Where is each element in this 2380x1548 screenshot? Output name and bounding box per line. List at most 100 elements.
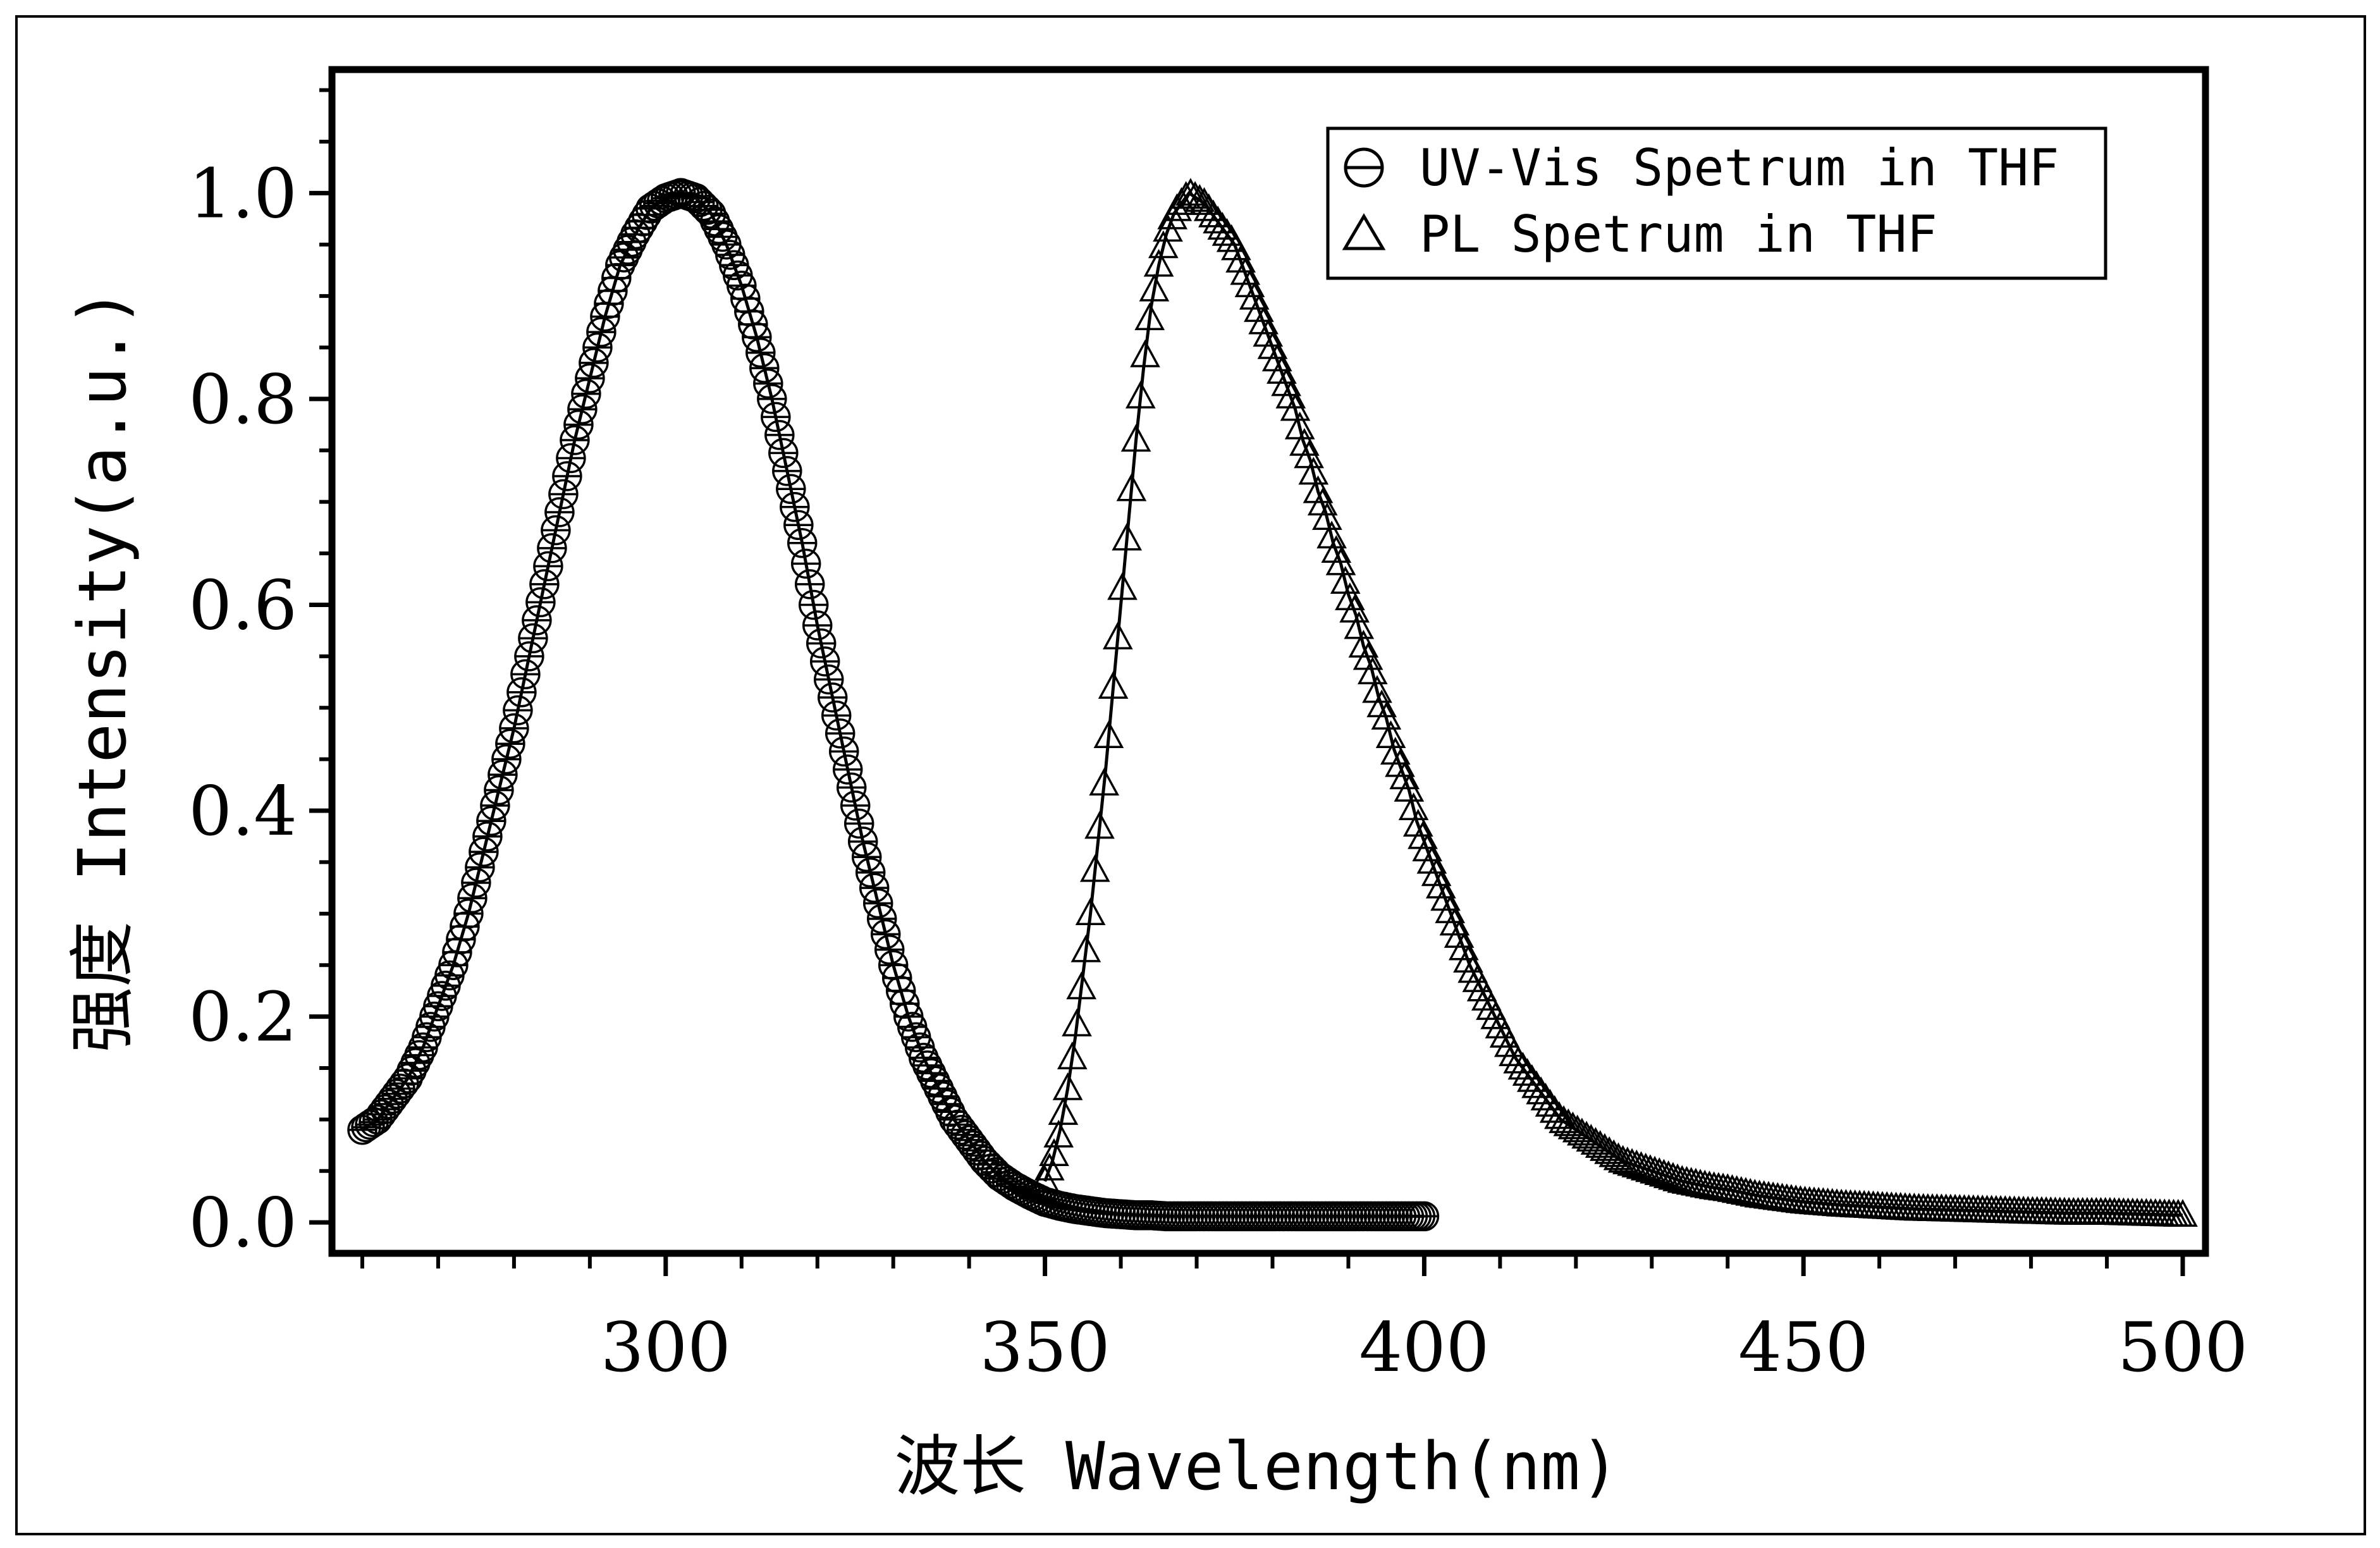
- pl-point: [1416, 845, 1447, 874]
- pl-point: [1079, 854, 1110, 882]
- series-pl: [1029, 178, 2198, 1227]
- plot-area-frame: [328, 66, 2209, 1257]
- pl-point: [1430, 883, 1461, 911]
- pl-point: [1402, 809, 1433, 837]
- pl-point: [1653, 1160, 1684, 1188]
- legend-marker-uvvis: [1344, 147, 1384, 188]
- y-tick-label: 0.4: [188, 772, 297, 851]
- pl-point: [1408, 821, 1438, 849]
- series-uvvis: [347, 178, 1440, 1232]
- pl-point: [1139, 273, 1170, 302]
- x-tick-label: 500: [2118, 1308, 2248, 1387]
- x-axis-title: 波长 Wavelength(nm): [894, 1428, 1619, 1505]
- pl-point: [1039, 1138, 1069, 1166]
- pl-point: [1607, 1145, 1638, 1173]
- data-series: [347, 178, 2198, 1232]
- legend-box: [1326, 126, 2107, 280]
- pl-point: [1344, 611, 1375, 639]
- pl-point: [1130, 339, 1160, 367]
- pl-point: [1093, 720, 1124, 749]
- pl-point: [1043, 1119, 1074, 1148]
- pl-point: [1221, 232, 1251, 261]
- pl-point: [1098, 671, 1129, 699]
- pl-point: [1626, 1151, 1657, 1179]
- pl-point: [1253, 319, 1284, 347]
- x-tick-label: 350: [980, 1308, 1110, 1387]
- pl-point: [1389, 761, 1420, 790]
- pl-point: [1630, 1152, 1661, 1181]
- y-axis-ticks: 0.0 0.2 0.4 0.6 0.8 1.0: [188, 88, 332, 1263]
- pl-point: [1271, 368, 1301, 396]
- x-axis-ticks: 300 350 400 450 500: [360, 1253, 2248, 1387]
- pl-point: [1298, 457, 1329, 485]
- legend-label-uvvis: UV-Vis Spetrum in THF: [1420, 138, 2059, 197]
- pl-point: [1125, 380, 1156, 408]
- pl-point: [1621, 1149, 1652, 1177]
- pl-point: [1444, 919, 1475, 948]
- y-tick-label: 1.0: [188, 154, 297, 233]
- y-axis-title: 强度 Intensity(a.u.): [64, 288, 141, 1053]
- pl-point: [1412, 833, 1443, 862]
- pl-point: [1102, 621, 1133, 649]
- pl-point: [1084, 811, 1115, 839]
- pl-point: [1148, 230, 1179, 259]
- pl-point: [1335, 582, 1365, 610]
- pl-point: [1662, 1163, 1693, 1191]
- pl-point: [1244, 294, 1274, 322]
- x-tick-label: 400: [1359, 1308, 1489, 1387]
- pl-point: [1394, 773, 1425, 802]
- pl-point: [1239, 281, 1270, 310]
- pl-point: [1234, 269, 1265, 298]
- pl-point: [1120, 424, 1151, 452]
- pl-point: [1225, 245, 1256, 273]
- pl-point: [1439, 907, 1470, 936]
- legend-marker-pl: [1342, 213, 1386, 250]
- pl-point: [1371, 701, 1402, 730]
- pl-point: [1612, 1146, 1643, 1175]
- pl-point: [1070, 934, 1101, 962]
- pl-point: [1603, 1142, 1634, 1170]
- pl-point: [1267, 355, 1297, 384]
- pl-point: [1325, 547, 1356, 575]
- pl-point: [1034, 1152, 1065, 1181]
- y-tick-label: 0.2: [188, 978, 297, 1057]
- pl-point: [1062, 1008, 1092, 1036]
- pl-point: [1116, 473, 1147, 501]
- pl-point: [1134, 302, 1165, 331]
- pl-point: [1380, 737, 1411, 765]
- y-tick-label: 0.0: [188, 1184, 297, 1263]
- pl-point: [1635, 1154, 1665, 1182]
- pl-point: [1230, 257, 1261, 285]
- pl-point: [1289, 427, 1320, 456]
- pl-point: [1303, 475, 1334, 503]
- legend-label-pl: PL Spetrum in THF: [1420, 205, 1937, 264]
- y-tick-label: 0.8: [188, 360, 297, 439]
- pl-point: [1617, 1148, 1647, 1176]
- pl-point: [1261, 343, 1292, 372]
- pl-point: [1107, 572, 1138, 600]
- pl-point: [1066, 971, 1097, 1000]
- pl-point: [1052, 1072, 1083, 1100]
- pl-point: [1644, 1157, 1675, 1186]
- pl-point: [1321, 535, 1352, 563]
- pl-point: [1280, 393, 1311, 421]
- pl-point: [1057, 1041, 1088, 1069]
- pl-point: [1248, 306, 1279, 335]
- pl-point: [1640, 1155, 1670, 1184]
- pl-point: [1257, 331, 1288, 359]
- pl-point: [1048, 1096, 1079, 1125]
- x-tick-label: 450: [1738, 1308, 1868, 1387]
- pl-point: [2168, 1199, 2198, 1227]
- pl-point: [1143, 249, 1174, 277]
- pl-point: [1075, 897, 1106, 926]
- pl-point: [1312, 502, 1342, 530]
- x-tick-label: 300: [601, 1308, 731, 1387]
- pl-point: [1658, 1162, 1688, 1190]
- pl-point: [1425, 870, 1456, 899]
- pl-point: [1112, 522, 1143, 551]
- pl-point: [1648, 1158, 1679, 1187]
- pl-point: [1421, 858, 1452, 887]
- pl-point: [1357, 656, 1388, 685]
- pl-point: [1089, 768, 1120, 796]
